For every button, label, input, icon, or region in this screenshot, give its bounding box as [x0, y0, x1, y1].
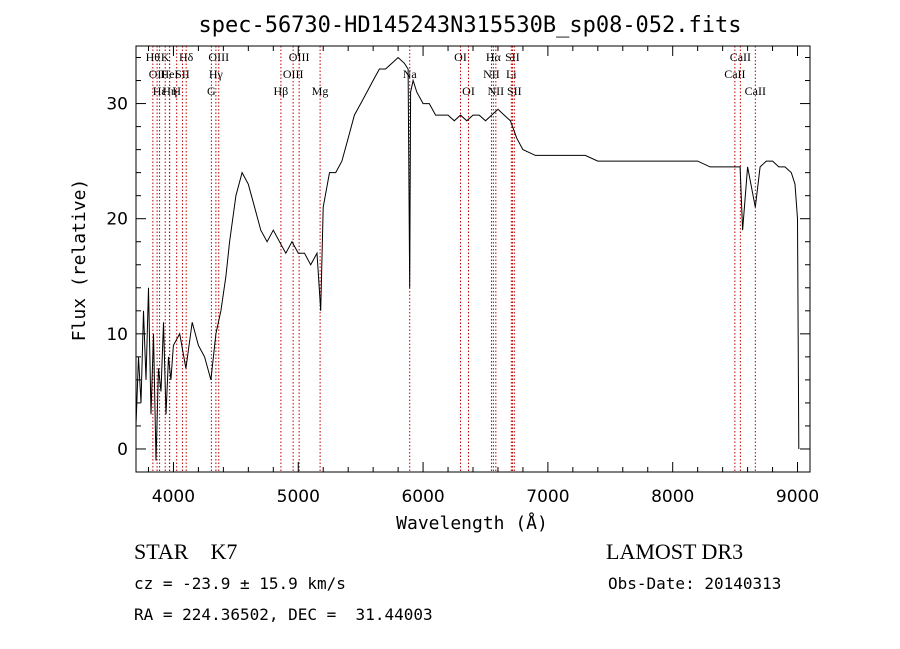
marker-label: OII — [149, 67, 166, 81]
y-tick-label: 10 — [106, 325, 128, 345]
y-axis-label: Flux (relative) — [69, 179, 90, 342]
spectrum-series — [135, 56, 800, 461]
marker-labels: Hθ OII Hε K HeI HηH SII Hδ G Hγ OIII Hβ OIII OIII Mg Na… — [146, 50, 766, 98]
marker-label: CaII — [745, 84, 766, 98]
marker-label: NII — [483, 67, 500, 81]
y-tick-label: 20 — [106, 210, 128, 230]
x-axis-label: Wavelength (Å) — [396, 512, 548, 534]
marker-label: Hβ — [274, 84, 289, 98]
marker-label: Mg — [312, 84, 329, 98]
x-axis-ticks: 4000 5000 6000 7000 8000 9000 — [147, 46, 819, 507]
y-tick-label: 30 — [106, 95, 128, 115]
obs-date: Obs-Date: 20140313 — [608, 574, 781, 593]
marker-label: OI — [462, 84, 475, 98]
plot-frame — [135, 45, 811, 473]
marker-label: Na — [403, 67, 418, 81]
marker-label: K — [161, 50, 170, 64]
chart-title: spec-56730-HD145243N315530B_sp08-052.fit… — [198, 13, 741, 38]
x-tick-label: 8000 — [651, 487, 694, 507]
marker-label: G — [207, 84, 216, 98]
marker-label: OI — [454, 50, 467, 64]
survey-name: LAMOST DR3 — [606, 539, 743, 564]
marker-label: H — [172, 84, 181, 98]
x-tick-label: 7000 — [526, 487, 569, 507]
ra-dec: RA = 224.36502, DEC = 31.44003 — [134, 605, 433, 624]
marker-label: CaII — [730, 50, 751, 64]
marker-label: SII — [505, 50, 520, 64]
x-tick-label: 5000 — [277, 487, 320, 507]
marker-label: CaII — [724, 67, 745, 81]
marker-label: Hθ — [146, 50, 161, 64]
marker-label: OIII — [289, 50, 310, 64]
object-class: STAR K7 — [134, 539, 237, 564]
marker-label: OIII — [208, 50, 229, 64]
marker-label: Hδ — [179, 50, 194, 64]
marker-label: SII — [507, 84, 522, 98]
x-tick-label: 9000 — [776, 487, 819, 507]
x-tick-label: 6000 — [401, 487, 444, 507]
marker-label: Hη — [162, 84, 177, 98]
marker-label: OIII — [283, 67, 304, 81]
marker-label: HeI — [160, 67, 178, 81]
marker-label: NII — [488, 84, 505, 98]
marker-label: Hε — [153, 84, 167, 98]
marker-lines — [152, 46, 756, 472]
redshift-cz: cz = -23.9 ± 15.9 km/s — [134, 574, 346, 593]
marker-label: Li — [506, 67, 517, 81]
x-tick-label: 4000 — [152, 487, 195, 507]
marker-label: Hγ — [209, 67, 224, 81]
y-axis-ticks: 0 10 20 30 — [106, 57, 810, 460]
y-tick-label: 0 — [117, 440, 128, 460]
spectrum-line — [135, 56, 800, 461]
marker-label: SII — [175, 67, 190, 81]
marker-label: Hα — [486, 50, 502, 64]
